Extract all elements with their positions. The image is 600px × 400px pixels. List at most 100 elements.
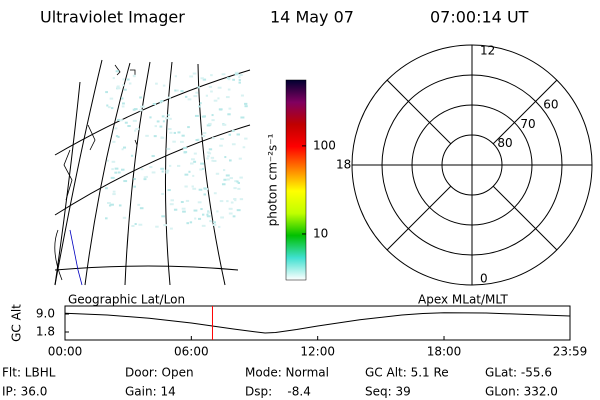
pixel [116, 85, 120, 88]
pixel [190, 158, 195, 161]
pixel [238, 76, 241, 79]
pixel [228, 207, 233, 210]
pixel [228, 133, 231, 136]
pixel [198, 217, 202, 220]
pixel [140, 168, 144, 171]
pixel [230, 201, 234, 204]
pixel [193, 209, 198, 212]
pixel [156, 120, 160, 123]
pixel [166, 147, 171, 150]
colorbar-label: photon cm⁻²s⁻¹ [266, 133, 280, 226]
pixel [224, 156, 227, 159]
pixel [145, 175, 148, 178]
pixel [159, 101, 162, 104]
status-field: Gain: 14 [125, 385, 176, 399]
pixel [236, 209, 241, 212]
pixel [186, 222, 190, 225]
diagonal [386, 185, 452, 251]
pixel [165, 171, 169, 174]
lat-label: 60 [543, 98, 558, 112]
pixel [143, 178, 147, 181]
pixel [201, 135, 206, 138]
pixel [139, 96, 142, 99]
pixel [130, 154, 134, 157]
pixel [195, 91, 199, 94]
pixel [203, 187, 207, 190]
pixel [226, 178, 230, 181]
date: 14 May 07 [270, 8, 354, 27]
pixel [193, 95, 198, 98]
pixel [123, 180, 128, 183]
pixel [232, 78, 235, 81]
pixel [161, 170, 164, 173]
status-field: Flt: LBHL [2, 366, 56, 380]
pixel [132, 119, 137, 122]
pixel [203, 115, 207, 118]
pixel [133, 185, 136, 188]
pixel [162, 120, 165, 123]
pixel [195, 138, 199, 141]
pixel [169, 131, 173, 134]
pixel [192, 174, 195, 177]
pixel [176, 89, 179, 92]
pixel [237, 187, 241, 190]
pixel [138, 223, 143, 226]
pixel [234, 199, 237, 202]
pixel [143, 176, 147, 179]
pixel [133, 75, 136, 78]
altitude-frame [64, 305, 571, 341]
pixel [128, 82, 132, 85]
pixel [133, 108, 138, 111]
pixel [184, 95, 188, 98]
pixel [168, 164, 172, 167]
pixel [132, 108, 136, 111]
pixel [220, 137, 224, 140]
pixel [229, 177, 233, 180]
pixel [106, 104, 109, 107]
pixel [233, 198, 237, 201]
pixel [189, 221, 193, 224]
pixel [112, 140, 116, 143]
pixel [188, 170, 191, 173]
pixel [105, 187, 108, 190]
pixel [238, 157, 242, 160]
pixel [190, 162, 194, 165]
x-tick-label: 06:00 [174, 345, 209, 359]
pixel [183, 151, 188, 154]
colorbar [285, 79, 307, 281]
pixel [232, 215, 236, 218]
pixel [105, 91, 108, 94]
y-tick-label: 1.8 [36, 325, 55, 339]
status-field: Door: Open [125, 366, 194, 380]
pixel [122, 78, 125, 81]
pixel [197, 86, 200, 89]
pixel [222, 123, 227, 126]
status-field: Dsp: -8.4 [245, 385, 311, 399]
pixel [197, 201, 202, 204]
pixel [182, 210, 186, 213]
pixel [201, 224, 206, 227]
pixel [206, 151, 211, 154]
pixel [109, 97, 114, 100]
pixel [116, 118, 121, 121]
pixel [225, 174, 230, 177]
pixel [211, 119, 215, 122]
pixel [208, 85, 213, 88]
pixel [239, 198, 244, 201]
pixel [223, 178, 227, 181]
status-field: IP: 36.0 [2, 385, 47, 399]
status-footer: Flt: LBHL Door: Open Mode: Normal GC Alt: 5… [2, 366, 558, 399]
pixel [199, 168, 203, 171]
status-field: Seq: 39 [365, 385, 411, 399]
pixel [212, 221, 216, 224]
pixel [177, 131, 181, 134]
pixel [202, 78, 207, 81]
pixel [117, 171, 121, 174]
pixel [117, 135, 120, 138]
pixel [206, 215, 211, 218]
pixel [239, 74, 243, 77]
pixel [207, 210, 210, 213]
pixel [124, 121, 128, 124]
pixel [202, 213, 205, 216]
pixel [201, 167, 204, 170]
